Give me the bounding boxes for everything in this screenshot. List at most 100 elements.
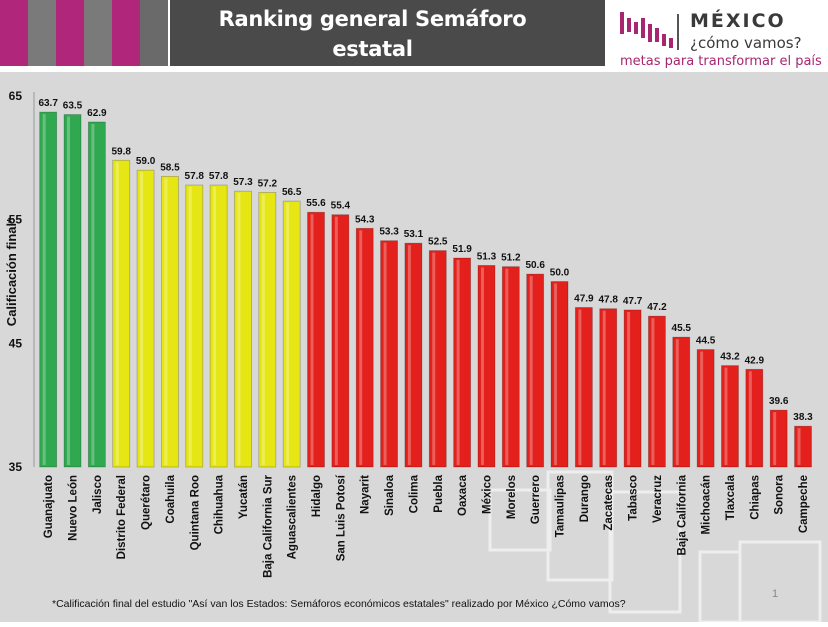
y-tick-label: 55: [9, 213, 23, 227]
bar-highlight: [432, 252, 436, 465]
header-stripe: [28, 0, 56, 66]
bar-highlight: [42, 114, 46, 466]
x-tick-label: Querétaro: [141, 475, 153, 530]
x-tick-label: Michoacán: [701, 475, 713, 534]
bar: [404, 242, 423, 468]
bar-highlight: [383, 242, 387, 465]
x-tick-label: Tamaulipas: [555, 475, 567, 537]
background-frame: [738, 540, 822, 624]
bar: [185, 184, 204, 468]
page-number: 1: [772, 588, 779, 600]
bar: [477, 265, 496, 468]
bar: [87, 121, 106, 468]
value-label: 55.4: [331, 201, 351, 212]
x-tick-label: Oaxaca: [457, 474, 469, 516]
bar: [258, 192, 277, 468]
bar: [599, 308, 618, 468]
bar-highlight: [724, 367, 728, 465]
logo-bars-icon: [620, 12, 679, 50]
bar-highlight: [529, 276, 533, 465]
header-stripe: [112, 0, 140, 66]
title-line-2: estatal: [332, 37, 413, 61]
x-tick-label: Chiapas: [749, 475, 761, 520]
value-label: 52.5: [428, 237, 448, 248]
bar-highlight: [700, 351, 704, 465]
value-label: 42.9: [745, 355, 765, 366]
bar: [63, 114, 82, 468]
bar: [112, 159, 131, 468]
bar-highlight: [91, 123, 95, 465]
bar: [574, 307, 593, 468]
bar-highlight: [261, 194, 265, 465]
x-tick-label: Zacatecas: [603, 475, 615, 531]
bar: [526, 273, 545, 468]
bar-highlight: [797, 428, 801, 465]
bar: [696, 349, 715, 468]
y-axis: 35 45 55 65: [9, 89, 35, 474]
y-tick-label: 35: [9, 460, 23, 474]
x-tick-label: Coahuila: [165, 474, 177, 523]
bar-highlight: [602, 310, 606, 465]
value-label: 50.0: [550, 268, 570, 279]
value-label: 56.5: [282, 187, 302, 198]
bar-highlight: [554, 283, 558, 465]
bar: [307, 211, 325, 468]
value-label: 57.8: [209, 171, 229, 182]
logo: MÉXICO ¿cómo vamos? metas para transform…: [612, 4, 828, 69]
value-labels: 63.7 63.5 62.9 59.8 59.0 58.5 57.8 57.8 57.3 57.2…: [38, 98, 813, 423]
bar-highlight: [115, 162, 119, 465]
value-label: 59.8: [111, 146, 131, 157]
page-title: Ranking general Semáforo estatal: [170, 4, 575, 64]
value-label: 47.7: [623, 296, 643, 307]
x-tick-label: Quintana Roo: [189, 475, 201, 550]
bar: [769, 409, 788, 468]
bar: [428, 250, 447, 468]
bar: [623, 309, 642, 468]
header: Ranking general Semáforo estatal MÉXICO …: [0, 0, 828, 72]
value-label: 50.6: [525, 260, 545, 271]
logo-subtitle: ¿cómo vamos?: [690, 34, 802, 52]
value-label: 47.8: [598, 295, 618, 306]
value-label: 45.5: [672, 323, 692, 334]
bar-highlight: [359, 230, 363, 465]
x-tick-label: Tlaxcala: [725, 474, 737, 520]
bar: [648, 315, 666, 468]
x-tick-label: Baja California Sur: [262, 474, 274, 577]
bar: [282, 200, 301, 468]
bar-highlight: [334, 216, 338, 465]
value-label: 57.8: [185, 171, 205, 182]
x-tick-label: Baja California: [676, 474, 688, 555]
bar-highlight: [188, 187, 192, 465]
bar-highlight: [407, 245, 411, 465]
bar: [721, 365, 739, 468]
value-label: 53.1: [404, 229, 424, 240]
bar-highlight: [675, 339, 679, 465]
value-label: 58.5: [160, 162, 180, 173]
footnote: *Calificación final del estudio "Así van…: [52, 598, 626, 610]
bar-highlight: [164, 178, 168, 465]
title-band: [170, 0, 605, 66]
y-tick-label: 45: [9, 336, 23, 350]
value-label: 63.7: [38, 98, 58, 109]
bar: [550, 281, 569, 468]
x-tick-label: Campeche: [798, 475, 810, 533]
background-decoration: [488, 470, 822, 624]
bar-highlight: [651, 318, 655, 465]
x-tick-labels: Guanajuato Nuevo León Jalisco Distrito Fede…: [43, 474, 810, 578]
x-tick-label: México: [481, 475, 493, 514]
x-tick-label: Guerrero: [530, 475, 542, 524]
bar-highlight: [213, 187, 217, 465]
logo-tagline: metas para transformar el país: [620, 54, 822, 69]
bar-highlight: [237, 193, 241, 465]
bar: [209, 184, 228, 468]
x-tick-label: Colima: [408, 474, 420, 513]
bar: [501, 266, 520, 468]
bar: [234, 190, 252, 468]
header-stripe: [56, 0, 84, 66]
header-stripe: [0, 0, 28, 66]
bar: [380, 240, 398, 468]
x-tick-label: Sonora: [774, 474, 786, 514]
bar-highlight: [286, 203, 290, 465]
value-label: 47.2: [647, 302, 667, 313]
bars: [39, 111, 812, 468]
